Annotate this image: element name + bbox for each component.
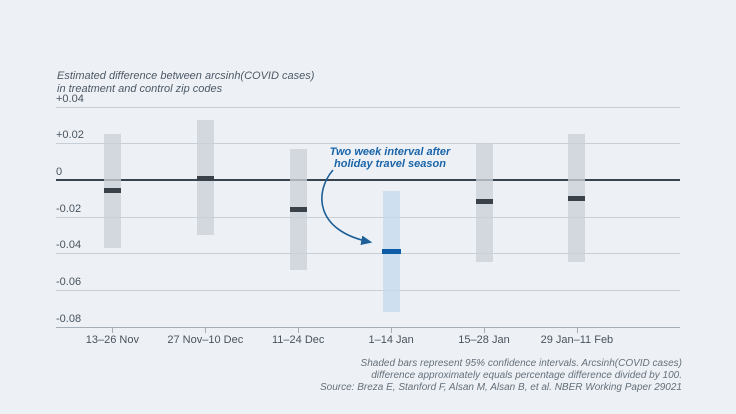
x-tick-mark — [112, 327, 114, 333]
x-tick-label: 15–28 Jan — [458, 333, 510, 346]
x-tick-mark — [391, 327, 393, 333]
footnote-line-3: Source: Breza E, Stanford F, Alsan M, Al… — [319, 382, 682, 393]
chart-title-line-2: in treatment and control zip codes — [57, 83, 223, 95]
chart-title-line-1: Estimated difference between arcsinh(COV… — [57, 70, 315, 82]
gridline — [56, 289, 680, 291]
annotation-line-1: Two week interval after — [329, 146, 451, 158]
estimate-band — [475, 199, 493, 205]
y-tick-label: -0.06 — [56, 275, 82, 288]
x-tick-label: 29 Jan–11 Feb — [540, 333, 614, 346]
y-tick-label: -0.08 — [56, 312, 82, 325]
estimate-band — [103, 188, 121, 194]
gridline — [56, 253, 680, 255]
annotation-label: Two week interval after holiday travel s… — [330, 146, 451, 170]
x-axis-line — [56, 326, 680, 328]
zero-line — [56, 179, 680, 181]
estimate-band — [568, 195, 586, 201]
gridline — [56, 143, 680, 145]
y-tick-label: -0.02 — [56, 202, 82, 215]
x-tick-mark — [576, 327, 578, 333]
footnote: Shaded bars represent 95% confidence int… — [320, 358, 682, 394]
gridline — [56, 106, 680, 108]
estimate-band — [196, 175, 214, 181]
gridline — [56, 216, 680, 218]
x-tick-mark — [484, 327, 485, 333]
chart-title: Estimated difference between arcsinh(COV… — [57, 70, 314, 96]
x-tick-label: 1–14 Jan — [368, 333, 414, 346]
y-tick-label: +0.02 — [56, 129, 84, 142]
annotation-line-2: holiday travel season — [334, 158, 446, 170]
highlight-estimate-band — [381, 248, 401, 254]
y-tick-label: +0.04 — [56, 92, 84, 105]
x-tick-label: 27 Nov–10 Dec — [167, 333, 244, 346]
x-tick-label: 13–26 Nov — [85, 333, 139, 346]
x-tick-mark — [298, 327, 300, 333]
y-tick-label: -0.04 — [56, 239, 82, 252]
x-tick-label: 11–24 Dec — [271, 333, 325, 346]
footnote-line-2: difference approximately equals percenta… — [371, 370, 682, 381]
x-tick-mark — [205, 327, 207, 333]
footnote-line-1: Shaded bars represent 95% confidence int… — [360, 358, 682, 369]
y-tick-label: 0 — [56, 166, 63, 178]
estimate-band — [289, 206, 307, 212]
